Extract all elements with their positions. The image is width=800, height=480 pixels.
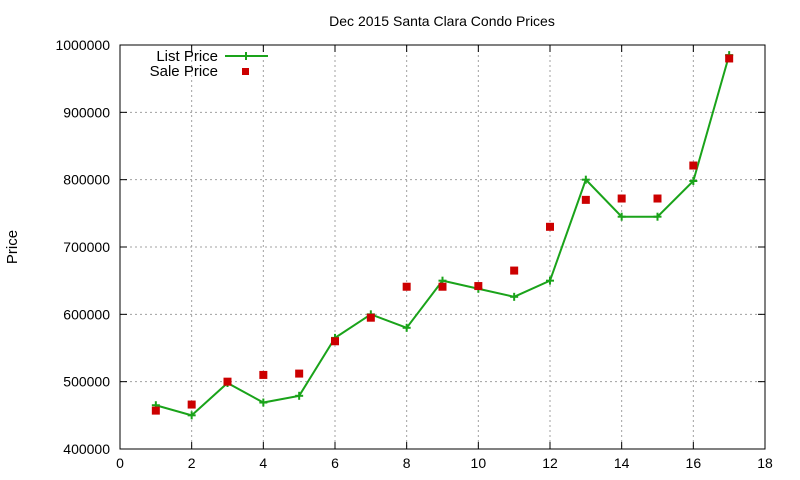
data-point-list-price [187, 411, 196, 420]
data-point-sale-price [331, 337, 339, 346]
data-point-sale-price [402, 282, 411, 291]
data-point-sale-price [581, 195, 590, 204]
x-tick-label: 14 [614, 455, 630, 471]
x-tick-label: 4 [259, 455, 267, 471]
data-point-list-price [546, 276, 554, 285]
data-point-sale-price [546, 222, 554, 231]
data-point-sale-price [510, 266, 519, 275]
data-point-sale-price [617, 194, 626, 203]
data-point-sale-price [223, 377, 232, 386]
data-point-sale-price [187, 400, 196, 409]
grid-lines [120, 45, 765, 449]
y-tick-label: 500000 [63, 374, 110, 390]
y-tick-label: 800000 [63, 172, 110, 188]
x-tick-label: 10 [471, 455, 487, 471]
data-point-sale-price [474, 282, 483, 291]
series-line-list-price [155, 54, 731, 417]
data-point-list-price [581, 175, 590, 184]
data-point-sale-price [295, 369, 304, 378]
chart-title: Dec 2015 Santa Clara Condo Prices [329, 13, 555, 29]
data-point-list-price [259, 398, 268, 407]
data-point-list-price [402, 323, 411, 332]
data-point-sale-price [725, 54, 734, 63]
data-point-list-price [617, 212, 626, 221]
data-point-sale-price [689, 161, 698, 170]
x-tick-label: 16 [686, 455, 702, 471]
x-tick-label: 18 [757, 455, 773, 471]
data-point-list-price [653, 212, 662, 221]
legend-marker-list-price [242, 52, 250, 60]
data-point-sale-price [366, 313, 375, 322]
data-point-list-price [295, 391, 304, 400]
data-point-sale-price [438, 282, 447, 291]
series [151, 51, 734, 420]
y-tick-label: 600000 [63, 306, 110, 322]
data-point-list-price [510, 292, 519, 301]
y-tick-label: 700000 [63, 239, 110, 255]
x-tick-label: 6 [331, 455, 339, 471]
legend-label-sale-price: Sale Price [150, 63, 218, 80]
data-point-sale-price [151, 406, 160, 415]
x-tick-label: 0 [116, 455, 124, 471]
data-point-sale-price [653, 194, 662, 203]
x-tick-label: 12 [542, 455, 558, 471]
legend-marker-sale-price [242, 68, 249, 75]
data-point-sale-price [259, 370, 268, 379]
y-tick-label: 900000 [63, 104, 110, 120]
axis-ticks: 0 2 4 6 8 10 12 14 16 18 400000 500000 600000 700000 8… [55, 37, 773, 471]
x-tick-label: 2 [188, 455, 196, 471]
y-tick-label: 400000 [63, 441, 110, 457]
y-axis-label: Price [4, 230, 21, 264]
legend-label-list-price: List Price [156, 48, 218, 65]
legend: List Price Sale Price [150, 48, 268, 80]
data-point-list-price [689, 177, 698, 186]
y-tick-label: 1000000 [55, 37, 110, 53]
x-tick-label: 8 [403, 455, 411, 471]
